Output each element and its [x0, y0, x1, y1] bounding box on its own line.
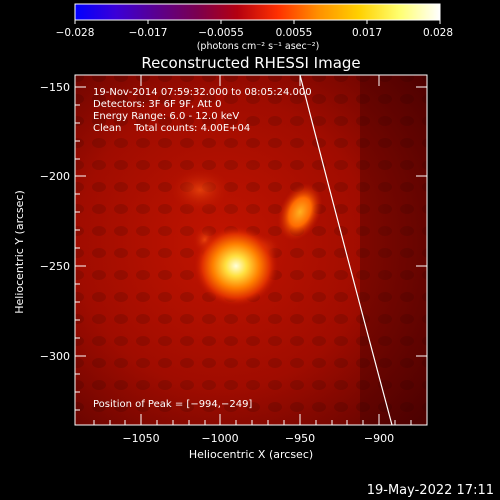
- image-area: [75, 75, 427, 425]
- colorbar-tick-label-1: −0.017: [129, 27, 168, 39]
- x-axis-ticks: [93, 75, 412, 425]
- solar-limb-line: [299, 75, 393, 425]
- y-tick-label-3: −300: [40, 350, 70, 363]
- colorbar-tick-label-2: −0.0055: [198, 27, 244, 39]
- x-tick-label-0: −1050: [122, 432, 159, 445]
- secondary-source: [277, 183, 323, 241]
- info-line-time-range: 19-Nov-2014 07:59:32.000 to 08:05:24.000: [93, 87, 312, 98]
- x-tick-label-2: −950: [285, 432, 315, 445]
- colorbar-strip: [74, 3, 441, 21]
- colorbar-tick-label-0: −0.028: [56, 27, 95, 39]
- x-axis-title: Heliocentric X (arcsec): [189, 448, 313, 461]
- colorbar-tick-label-5: 0.028: [423, 27, 453, 39]
- x-axis-tick-labels: −1050 −1000 −950 −900: [122, 432, 394, 445]
- colorbar-tick-label-4: 0.017: [352, 27, 382, 39]
- y-tick-label-1: −200: [40, 170, 70, 183]
- info-line-detectors: Detectors: 3F 6F 9F, Att 0: [93, 99, 221, 110]
- faint-source-upper: [170, 168, 230, 212]
- y-axis-tick-labels: −150 −200 −250 −300: [40, 81, 70, 363]
- image-dark-edge: [360, 75, 427, 425]
- y-tick-label-2: −250: [40, 260, 70, 273]
- footer-timestamp: 19-May-2022 17:11: [367, 483, 494, 498]
- plot-frame: [74, 74, 428, 426]
- image-info: 19-Nov-2014 07:59:32.000 to 08:05:24.000…: [93, 87, 312, 410]
- colorbar-ticks: [74, 20, 441, 24]
- peak-position-label: Position of Peak = [−994,−249]: [93, 399, 252, 410]
- colorbar-tick-label-3: 0.0055: [276, 27, 313, 39]
- x-tick-label-3: −900: [364, 432, 394, 445]
- info-line-energy-range: Energy Range: 6.0 - 12.0 keV: [93, 111, 239, 122]
- image-title: Reconstructed RHESSI Image: [141, 54, 360, 72]
- y-axis-title: Heliocentric Y (arcsec): [13, 190, 26, 314]
- colorbar: −0.028 −0.017 −0.0055 0.0055 0.017 0.028…: [56, 3, 453, 52]
- info-line-clean-counts: Clean Total counts: 4.00E+04: [93, 123, 250, 134]
- peak-source: [194, 226, 278, 306]
- colorbar-unit-label: (photons cm⁻² s⁻¹ asec⁻²): [197, 41, 320, 52]
- y-axis-ticks: [75, 86, 427, 411]
- x-tick-label-1: −1000: [201, 432, 238, 445]
- y-tick-label-0: −150: [40, 81, 70, 94]
